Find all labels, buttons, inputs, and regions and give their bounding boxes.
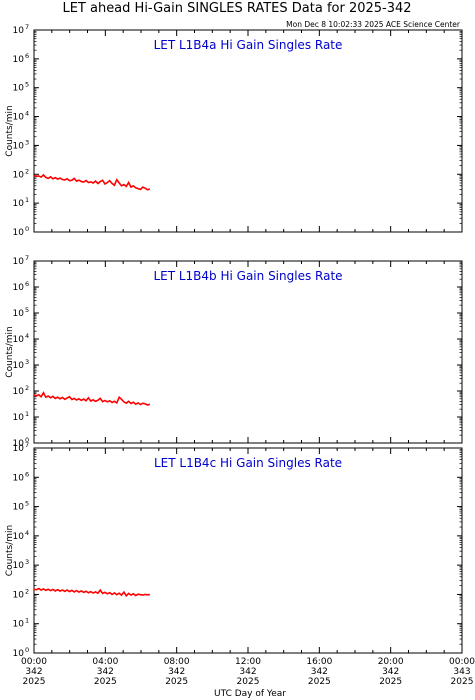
y-tick-exponent: 0 bbox=[25, 646, 29, 654]
timestamp: Mon Dec 8 10:02:33 2025 ACE Science Cent… bbox=[286, 20, 461, 29]
y-tick-exponent: 5 bbox=[25, 306, 29, 314]
series-line bbox=[33, 587, 150, 598]
y-tick-label: 10 bbox=[13, 113, 25, 123]
y-tick-label: 10 bbox=[13, 309, 25, 319]
x-tick-label: 342 bbox=[382, 667, 399, 677]
y-tick-exponent: 5 bbox=[25, 500, 29, 508]
x-tick-label: 20:00 bbox=[378, 657, 404, 667]
y-tick-label: 10 bbox=[13, 387, 25, 397]
x-tick-label: 342 bbox=[25, 667, 42, 677]
y-axis-title: Counts/min bbox=[5, 105, 15, 156]
y-tick-exponent: 6 bbox=[25, 280, 29, 288]
x-tick-label: 12:00 bbox=[235, 657, 261, 667]
y-axis-title: Counts/min bbox=[5, 326, 15, 377]
x-axis-title: UTC Day of Year bbox=[214, 689, 286, 699]
y-tick-label: 10 bbox=[13, 170, 25, 180]
y-tick-label: 10 bbox=[13, 141, 25, 151]
y-tick-label: 10 bbox=[13, 84, 25, 94]
y-tick-label: 10 bbox=[13, 228, 25, 238]
y-tick-exponent: 1 bbox=[25, 617, 29, 625]
x-tick-label: 343 bbox=[453, 667, 470, 677]
x-tick-label: 2025 bbox=[23, 677, 46, 687]
y-tick-exponent: 6 bbox=[25, 52, 29, 60]
series-line bbox=[33, 173, 151, 191]
x-tick-label: 342 bbox=[239, 667, 256, 677]
series-line bbox=[33, 391, 151, 406]
y-tick-label: 10 bbox=[13, 26, 25, 36]
x-tick-label: 2025 bbox=[237, 677, 260, 687]
y-tick-exponent: 2 bbox=[25, 384, 29, 392]
y-tick-exponent: 4 bbox=[25, 110, 29, 118]
x-tick-label: 2025 bbox=[451, 677, 474, 687]
y-tick-exponent: 3 bbox=[25, 558, 29, 566]
y-tick-label: 10 bbox=[13, 590, 25, 600]
x-tick-label: 342 bbox=[97, 667, 114, 677]
y-tick-exponent: 5 bbox=[25, 81, 29, 89]
panel-title: LET L1B4c Hi Gain Singles Rate bbox=[154, 456, 342, 470]
x-tick-label: 00:00 bbox=[21, 657, 47, 667]
y-tick-exponent: 6 bbox=[25, 470, 29, 478]
y-tick-label: 10 bbox=[13, 283, 25, 293]
y-tick-label: 10 bbox=[13, 561, 25, 571]
x-tick-label: 08:00 bbox=[164, 657, 190, 667]
plot-frame bbox=[33, 260, 463, 444]
main-title: LET ahead Hi-Gain SINGLES RATES Data for… bbox=[62, 1, 411, 16]
y-tick-label: 10 bbox=[13, 620, 25, 630]
y-tick-label: 10 bbox=[13, 439, 25, 449]
y-tick-exponent: 3 bbox=[25, 138, 29, 146]
y-tick-exponent: 2 bbox=[25, 167, 29, 175]
x-tick-label: 2025 bbox=[308, 677, 331, 687]
panel-title: LET L1B4b Hi Gain Singles Rate bbox=[153, 269, 342, 283]
y-tick-label: 10 bbox=[13, 503, 25, 513]
y-tick-label: 10 bbox=[13, 199, 25, 209]
y-tick-label: 10 bbox=[13, 257, 25, 267]
y-tick-label: 10 bbox=[13, 413, 25, 423]
y-tick-exponent: 4 bbox=[25, 529, 29, 537]
x-tick-label: 00:00 bbox=[449, 657, 475, 667]
y-tick-exponent: 2 bbox=[25, 587, 29, 595]
y-tick-exponent: 7 bbox=[25, 441, 29, 449]
y-tick-label: 10 bbox=[13, 649, 25, 659]
y-tick-label: 10 bbox=[13, 55, 25, 65]
y-tick-exponent: 7 bbox=[25, 254, 29, 262]
y-tick-label: 10 bbox=[13, 335, 25, 345]
x-tick-label: 2025 bbox=[94, 677, 117, 687]
plot-frame bbox=[33, 29, 463, 233]
x-tick-label: 2025 bbox=[165, 677, 188, 687]
x-tick-label: 342 bbox=[311, 667, 328, 677]
x-tick-label: 2025 bbox=[379, 677, 402, 687]
y-tick-label: 10 bbox=[13, 444, 25, 454]
panel-title: LET L1B4a Hi Gain Singles Rate bbox=[154, 38, 343, 52]
y-axis-title: Counts/min bbox=[5, 525, 15, 576]
y-tick-exponent: 3 bbox=[25, 358, 29, 366]
x-tick-label: 04:00 bbox=[92, 657, 118, 667]
y-tick-label: 10 bbox=[13, 473, 25, 483]
y-tick-label: 10 bbox=[13, 532, 25, 542]
y-tick-label: 10 bbox=[13, 361, 25, 371]
y-tick-exponent: 7 bbox=[25, 23, 29, 31]
x-tick-label: 342 bbox=[168, 667, 185, 677]
plot-frame bbox=[33, 447, 463, 654]
x-axis-labels: 00:00342202504:00342202508:00342202512:0… bbox=[21, 657, 475, 687]
y-tick-exponent: 0 bbox=[25, 225, 29, 233]
y-tick-exponent: 4 bbox=[25, 332, 29, 340]
y-tick-exponent: 1 bbox=[25, 196, 29, 204]
x-tick-label: 16:00 bbox=[306, 657, 332, 667]
y-tick-exponent: 1 bbox=[25, 410, 29, 418]
y-tick-exponent: 0 bbox=[25, 436, 29, 444]
